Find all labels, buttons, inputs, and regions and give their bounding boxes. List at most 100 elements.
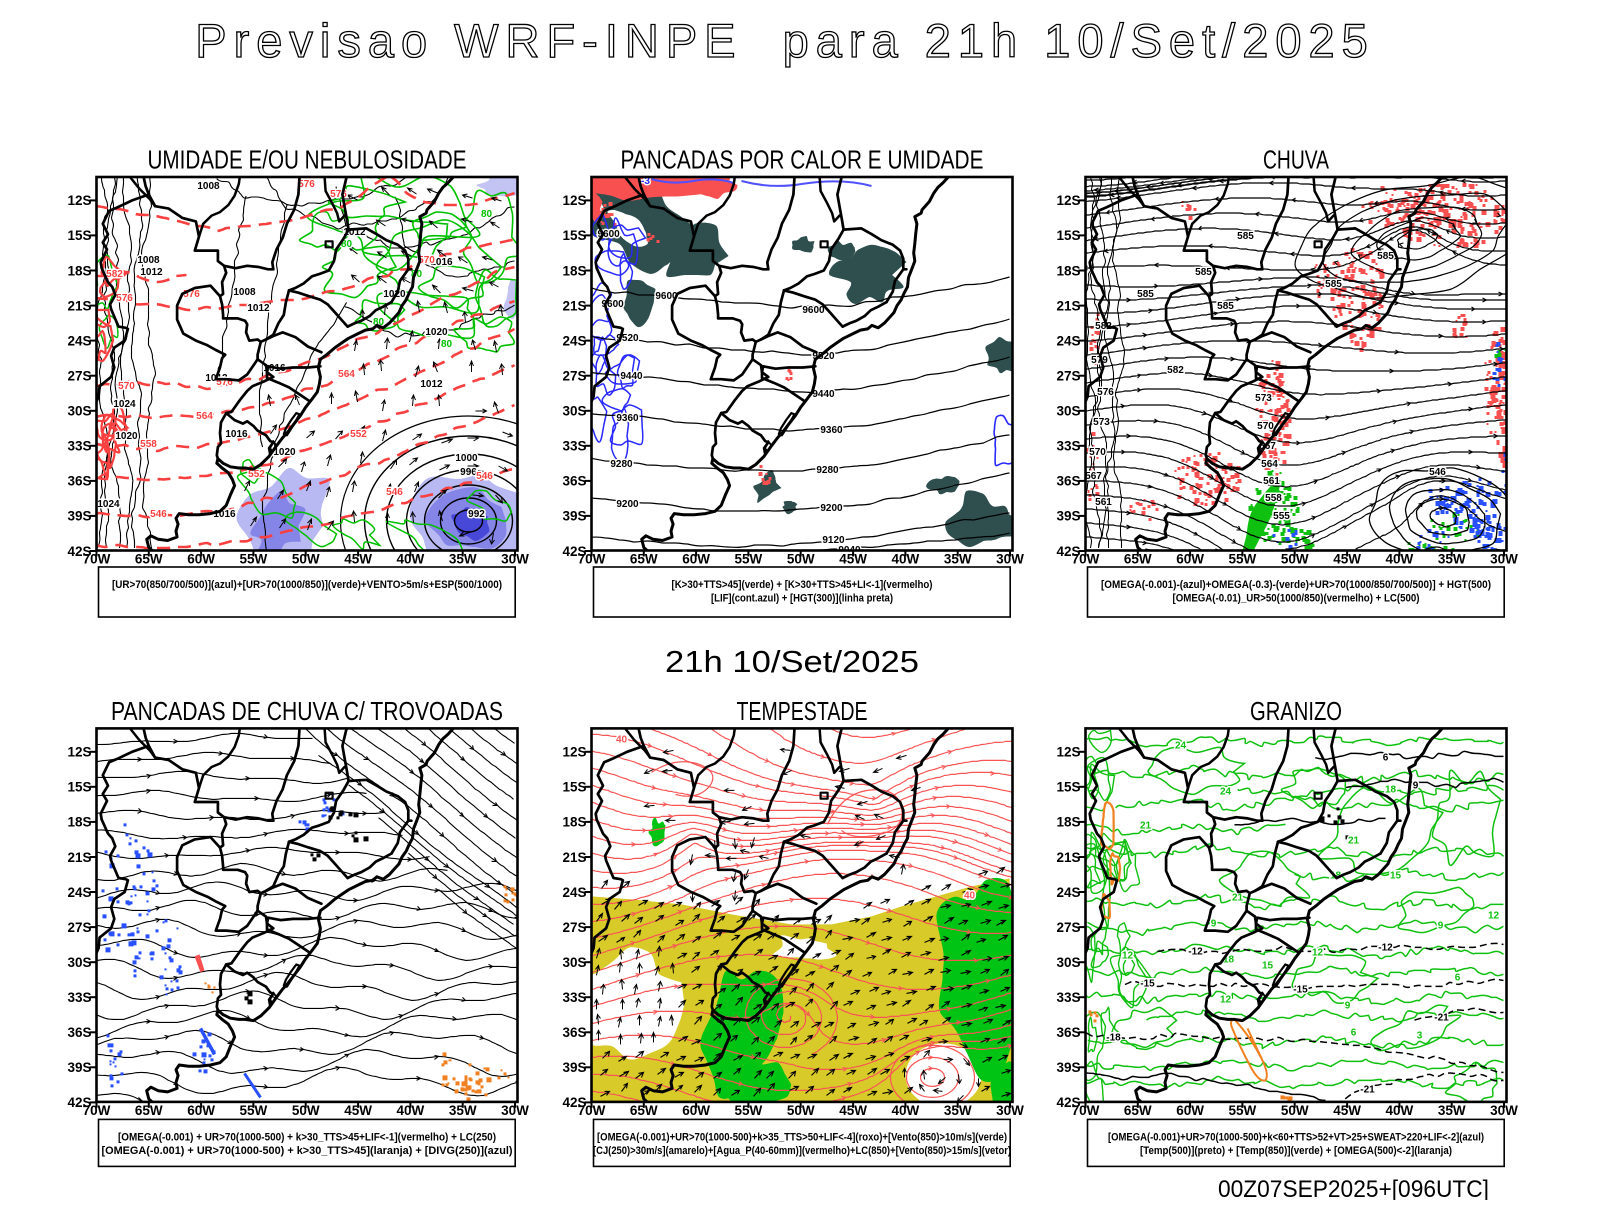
svg-text:60W: 60W: [682, 1103, 710, 1118]
svg-text:35W: 35W: [1438, 1103, 1466, 1118]
svg-text:42S: 42S: [562, 1095, 586, 1110]
svg-text:18S: 18S: [562, 263, 586, 278]
svg-text:18S: 18S: [67, 815, 91, 830]
svg-text:[K>30+TTS>45](verde) + [K>30+T: [K>30+TTS>45](verde) + [K>30+TTS>45+LI<-…: [672, 579, 933, 591]
svg-text:24S: 24S: [67, 885, 91, 900]
svg-text:50W: 50W: [787, 1103, 815, 1118]
svg-text:576: 576: [1097, 387, 1114, 398]
svg-text:33S: 33S: [1056, 990, 1080, 1005]
svg-text:40: 40: [616, 734, 628, 745]
svg-text:15S: 15S: [1056, 228, 1080, 243]
svg-text:50W: 50W: [1281, 552, 1309, 567]
svg-text:36S: 36S: [67, 1025, 91, 1040]
svg-text:15: 15: [1390, 870, 1402, 881]
svg-text:12S: 12S: [67, 193, 91, 208]
svg-text:546: 546: [386, 487, 403, 498]
svg-text:50W: 50W: [292, 1103, 320, 1118]
svg-text:1024: 1024: [113, 399, 136, 410]
svg-text:30W: 30W: [1490, 552, 1518, 567]
svg-text:40W: 40W: [892, 552, 920, 567]
svg-text:585: 585: [1217, 301, 1234, 312]
svg-text:00Z07SEP2025+[096UTC]: 00Z07SEP2025+[096UTC]: [1218, 1176, 1489, 1200]
svg-text:60W: 60W: [1176, 552, 1204, 567]
svg-text:50W: 50W: [1281, 1103, 1309, 1118]
svg-text:39S: 39S: [67, 1060, 91, 1075]
svg-text:21h 10/Set/2025: 21h 10/Set/2025: [665, 644, 919, 679]
svg-text:558: 558: [1265, 493, 1282, 504]
svg-text:996: 996: [460, 467, 477, 478]
svg-text:9: 9: [1345, 1000, 1351, 1011]
svg-text:9440: 9440: [620, 371, 643, 382]
svg-text:70W: 70W: [1072, 552, 1100, 567]
svg-text:65W: 65W: [630, 552, 658, 567]
svg-text:33S: 33S: [67, 439, 91, 454]
svg-text:40W: 40W: [892, 1103, 920, 1118]
svg-text:30S: 30S: [562, 404, 586, 419]
svg-text:15S: 15S: [1056, 780, 1080, 795]
svg-text:70W: 70W: [578, 552, 606, 567]
svg-text:[LIF](cont.azul) + [HGT(300)](: [LIF](cont.azul) + [HGT(300)](linha pret…: [711, 593, 893, 605]
svg-text:582: 582: [1167, 365, 1184, 376]
svg-text:9040: 9040: [838, 545, 861, 556]
svg-text:21: 21: [1232, 892, 1244, 903]
svg-text:55W: 55W: [735, 552, 763, 567]
svg-text:12S: 12S: [67, 745, 91, 760]
svg-text:-12: -12: [1378, 942, 1393, 953]
svg-text:570: 570: [1089, 447, 1106, 458]
svg-text:36S: 36S: [562, 474, 586, 489]
svg-text:[OMEGA(-0.01)_UR>50(1000/850)(: [OMEGA(-0.01)_UR>50(1000/850)(vermelho) …: [1173, 593, 1420, 605]
svg-text:30S: 30S: [1056, 955, 1080, 970]
svg-text:21S: 21S: [1056, 298, 1080, 313]
svg-text:1000: 1000: [455, 453, 478, 464]
svg-text:585: 585: [1137, 289, 1154, 300]
svg-text:30S: 30S: [67, 955, 91, 970]
svg-text:UMIDADE E/OU NEBULOSIDADE: UMIDADE E/OU NEBULOSIDADE: [148, 145, 467, 175]
svg-text:576: 576: [116, 293, 133, 304]
svg-text:27S: 27S: [67, 920, 91, 935]
svg-text:1024: 1024: [97, 499, 120, 510]
svg-text:36S: 36S: [562, 1025, 586, 1040]
svg-text:9: 9: [1438, 920, 1444, 931]
svg-text:12: 12: [1488, 910, 1500, 921]
svg-text:21S: 21S: [562, 850, 586, 865]
svg-text:-12: -12: [1188, 946, 1203, 957]
svg-text:-21: -21: [1360, 1084, 1375, 1095]
svg-text:Previsao WRF-INPE para 21h 10: Previsao WRF-INPE para 21h 10/Set/2025: [195, 14, 1375, 67]
svg-text:35W: 35W: [944, 1103, 972, 1118]
svg-text:30S: 30S: [67, 404, 91, 419]
svg-text:18: 18: [1385, 784, 1397, 795]
svg-text:45W: 45W: [839, 552, 867, 567]
svg-text:39S: 39S: [1056, 1060, 1080, 1075]
svg-text:18S: 18S: [1056, 263, 1080, 278]
svg-text:60W: 60W: [682, 552, 710, 567]
svg-text:9360: 9360: [820, 425, 843, 436]
svg-text:1020: 1020: [115, 431, 138, 442]
svg-text:80: 80: [441, 339, 453, 350]
svg-text:70W: 70W: [83, 552, 111, 567]
svg-text:60W: 60W: [187, 1103, 215, 1118]
svg-text:[OMEGA(-0.001)+UR>70(1000-500): [OMEGA(-0.001)+UR>70(1000-500)+k<60+TTS>…: [1108, 1131, 1484, 1143]
svg-text:21S: 21S: [67, 298, 91, 313]
svg-text:[OMEGA(-0.001) + UR>70(1000-50: [OMEGA(-0.001) + UR>70(1000-500) + k>30_…: [118, 1131, 496, 1143]
svg-text:PANCADAS DE CHUVA C/ TROVOADAS: PANCADAS DE CHUVA C/ TROVOADAS: [111, 696, 503, 726]
svg-text:65W: 65W: [1124, 1103, 1152, 1118]
svg-text:18S: 18S: [67, 263, 91, 278]
svg-text:15S: 15S: [562, 228, 586, 243]
svg-text:36S: 36S: [1056, 1025, 1080, 1040]
svg-text:35W: 35W: [944, 552, 972, 567]
svg-text:[OMEGA(-0.001)+UR>70(1000-500): [OMEGA(-0.001)+UR>70(1000-500)+k>35_TTS>…: [597, 1131, 1007, 1143]
svg-text:24S: 24S: [1056, 333, 1080, 348]
svg-text:39S: 39S: [562, 1060, 586, 1075]
svg-text:33S: 33S: [1056, 439, 1080, 454]
svg-text:9360: 9360: [616, 413, 639, 424]
svg-text:33S: 33S: [67, 990, 91, 1005]
svg-text:30S: 30S: [562, 955, 586, 970]
svg-text:15S: 15S: [67, 228, 91, 243]
svg-text:27S: 27S: [562, 920, 586, 935]
svg-text:6: 6: [1383, 752, 1389, 763]
svg-text:40W: 40W: [1386, 1103, 1414, 1118]
svg-text:PANCADAS POR CALOR E UMIDADE: PANCADAS POR CALOR E UMIDADE: [621, 145, 984, 175]
svg-text:40W: 40W: [397, 552, 425, 567]
svg-text:21: 21: [1348, 835, 1360, 846]
svg-text:45W: 45W: [1333, 1103, 1361, 1118]
